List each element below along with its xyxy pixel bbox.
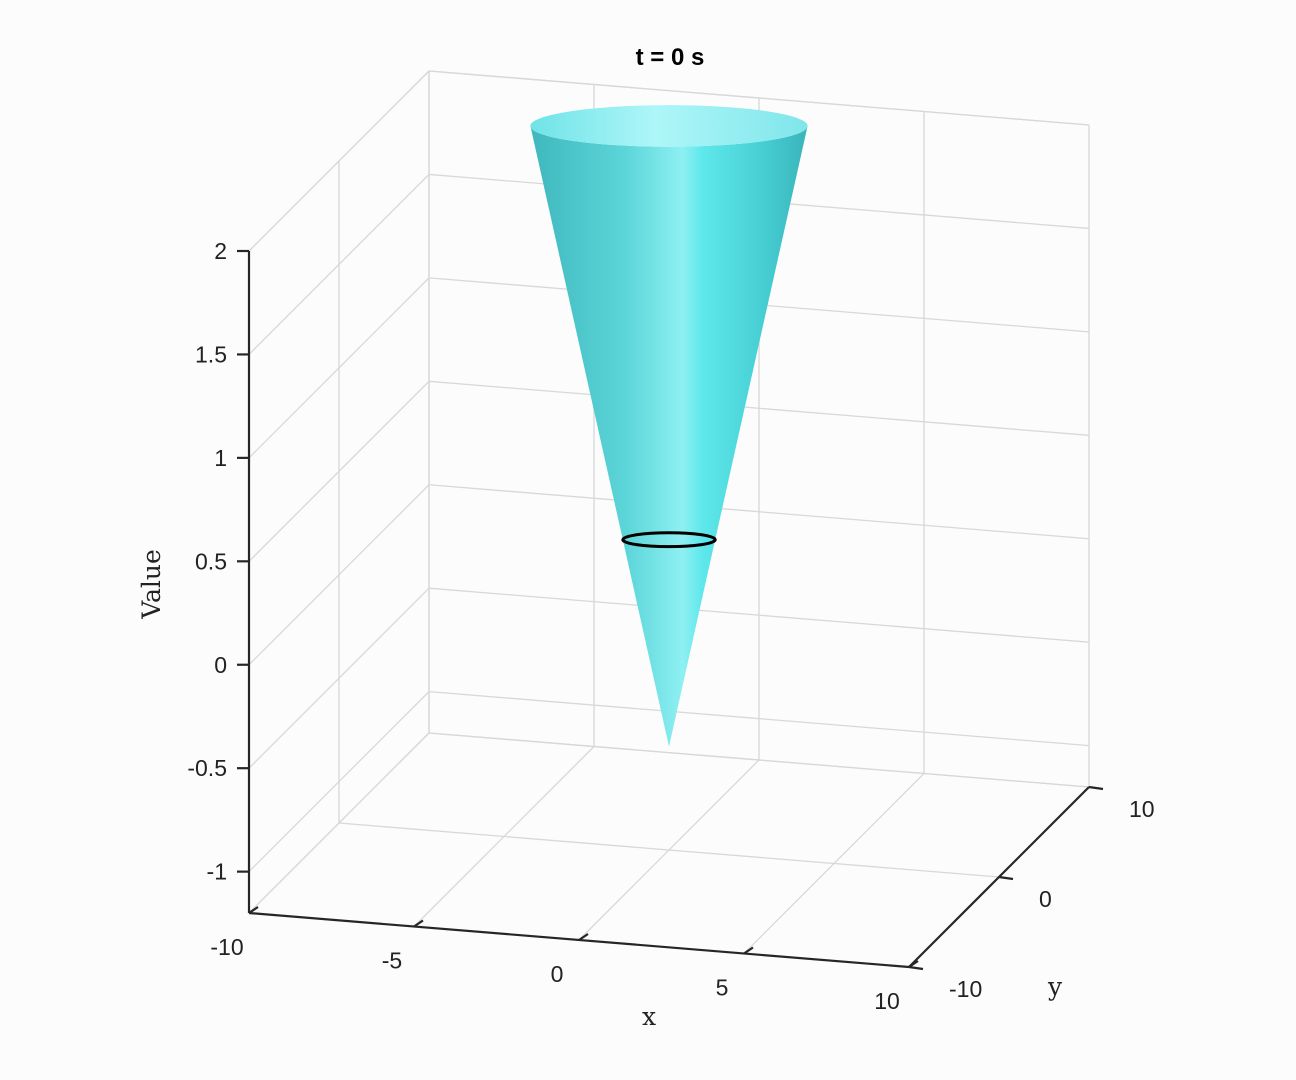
gridline-backwall-z [428, 380, 1090, 436]
z-tick-label: 0 [214, 652, 227, 678]
gridline-sidewall-z [248, 173, 430, 355]
gridline-backwall-z [428, 690, 1090, 747]
z-tick-label: 1.5 [195, 341, 227, 367]
y-axis-label: y [1047, 972, 1063, 1001]
gridline-floor-y [338, 822, 1000, 878]
x-tick-mark [248, 906, 259, 914]
x-tick-label: 10 [874, 988, 900, 1014]
x-tick-label: -10 [210, 934, 243, 960]
grid-lines [248, 70, 1090, 968]
x-tick-label: 5 [716, 975, 729, 1001]
x-tick-mark [908, 960, 919, 968]
cone-body [530, 125, 808, 747]
x-tick-mark [578, 933, 589, 941]
z-tick-label: 1 [214, 445, 227, 471]
y-tick-label: -10 [949, 976, 982, 1002]
gridline-sidewall-z [248, 484, 430, 666]
gridline-backwall-z [428, 70, 1090, 126]
z-tick-label: -0.5 [187, 755, 227, 781]
gridline-sidewall-z [248, 587, 430, 769]
level-ring [621, 531, 717, 549]
y-tick-mark [998, 875, 1014, 881]
tick-labels: -10 -5 0 5 10 -10 0 10 -1 -0.5 0 0.5 1 1.5 2 [187, 238, 1154, 1014]
z-tick-label: 2 [214, 238, 227, 264]
x-tick-mark [743, 946, 754, 955]
gridline-sidewall-z [248, 70, 430, 252]
y-tick-label: 10 [1129, 796, 1155, 822]
gridline-sidewall-z [248, 380, 430, 562]
gridline-sidewall-z [248, 277, 430, 459]
x-tick-mark [413, 919, 424, 928]
axes-lines [237, 249, 1104, 971]
x-axis-label: x [642, 1002, 656, 1031]
chart-title: t = 0 s [636, 44, 705, 71]
gridline-backwall-z [428, 484, 1090, 540]
x-tick-label: -5 [382, 948, 402, 974]
z-axis-label: Value [137, 549, 166, 620]
z-tick-label: -1 [207, 859, 227, 885]
y-tick-mark [1088, 785, 1104, 791]
z-tick-label: 0.5 [195, 548, 227, 574]
gridline-backwall-z [428, 587, 1090, 643]
cone-surface [530, 105, 808, 747]
cone-top-cap [530, 105, 808, 147]
gridline-sidewall-z [248, 691, 430, 873]
y-tick-mark [908, 965, 924, 971]
x-tick-label: 0 [551, 961, 564, 987]
y-tick-label: 0 [1039, 886, 1052, 912]
gridline-floor-y [428, 732, 1090, 788]
